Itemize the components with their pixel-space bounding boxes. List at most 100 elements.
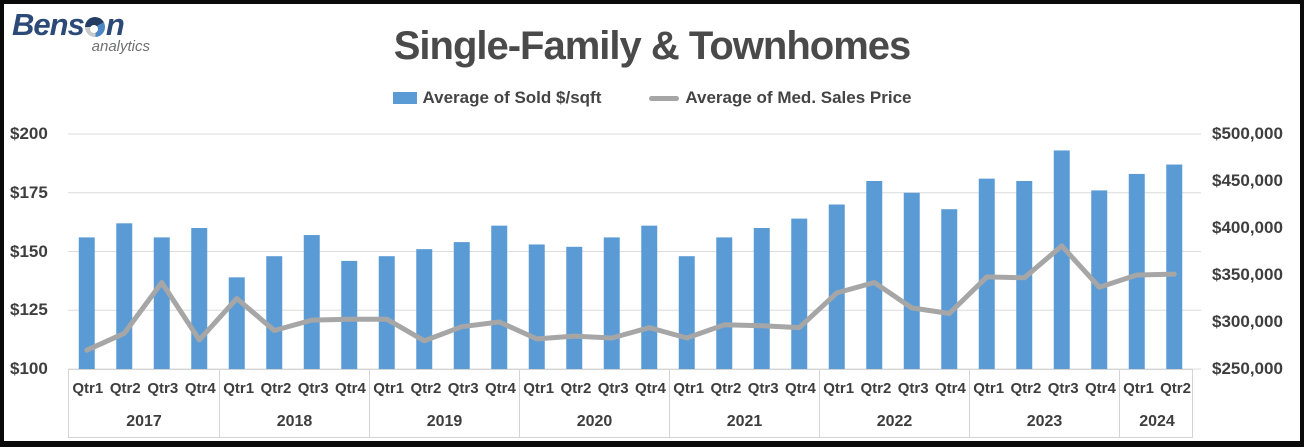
quarter-row: Qtr1 Qtr2: [1120, 370, 1194, 407]
bar-2017-Qtr2: [116, 223, 133, 369]
bar-2020-Qtr1: [528, 244, 545, 369]
bar-2022-Qtr1: [828, 204, 845, 369]
x-axis-quarter-label: Qtr4: [334, 380, 366, 398]
right-axis-label: $400,000: [1212, 218, 1283, 237]
bar-2024-Qtr1: [1128, 173, 1145, 369]
quarter-row: Qtr1 Qtr2 Qtr3 Qtr4: [820, 370, 969, 407]
x-axis-quarter-label: Qtr2: [710, 380, 742, 398]
x-axis-quarter-label: Qtr1: [223, 380, 255, 398]
x-axis-quarter-label: Qtr2: [109, 380, 141, 398]
x-axis-year-group: Qtr1 Qtr2 Qtr3 Qtr4 2017: [69, 370, 219, 437]
left-axis-label: $200: [10, 124, 48, 143]
bar-2020-Qtr3: [603, 237, 620, 369]
bar-2018-Qtr3: [303, 235, 320, 369]
legend-item-med-sales-price: Average of Med. Sales Price: [649, 88, 912, 108]
bar-2019-Qtr4: [491, 225, 508, 369]
plot-area: [68, 133, 1201, 370]
legend: Average of Sold $/sqft Average of Med. S…: [4, 88, 1300, 108]
brand-text-prefix: Bens: [12, 7, 85, 42]
pie-chart-icon: [84, 17, 105, 37]
legend-line-swatch: [649, 95, 680, 101]
left-axis-label: $100: [10, 359, 48, 378]
bar-2020-Qtr2: [566, 246, 583, 369]
x-axis-year-group: Qtr1 Qtr2 2024: [1119, 370, 1194, 437]
x-axis-quarter-label: Qtr2: [560, 380, 592, 398]
bar-2023-Qtr3: [1053, 150, 1070, 369]
quarter-row: Qtr1 Qtr2 Qtr3 Qtr4: [220, 370, 369, 407]
x-axis-quarter-label: Qtr1: [373, 380, 405, 398]
left-axis-label: $150: [10, 241, 48, 261]
x-axis-quarter-label: Qtr1: [673, 380, 705, 398]
combo-chart: $100 $125 $150 $175 $200 $250,000 $300,000 $35…: [4, 4, 1300, 441]
x-axis-quarter-label: Qtr2: [410, 380, 442, 398]
bar-2023-Qtr1: [978, 178, 995, 369]
left-axis-label: $125: [10, 300, 48, 320]
legend-label: Average of Sold $/sqft: [422, 88, 602, 107]
bar-2017-Qtr3: [153, 237, 170, 369]
x-axis-quarter-label: Qtr2: [260, 380, 292, 398]
bar-2019-Qtr2: [416, 249, 433, 369]
x-axis-year-label: 2022: [876, 413, 913, 431]
left-axis-label: $175: [10, 182, 48, 202]
x-axis-year-label: 2019: [426, 413, 463, 431]
x-axis-year-label: 2024: [1139, 413, 1175, 431]
x-axis-year-label: 2023: [1026, 413, 1063, 431]
x-axis-quarter-label: Qtr4: [784, 380, 816, 398]
med-sales-price-line: [84, 243, 1177, 353]
brand-text-suffix: n: [105, 7, 125, 42]
x-axis-quarter-label: Qtr4: [634, 380, 666, 398]
bar-2021-Qtr1: [678, 256, 695, 369]
x-axis-quarter-label: Qtr3: [447, 380, 479, 398]
bar-2017-Qtr1: [78, 237, 95, 369]
x-axis-year-group: Qtr1 Qtr2 Qtr3 Qtr4 2019: [369, 370, 519, 437]
right-axis-label: $250,000: [1212, 359, 1283, 378]
bar-2022-Qtr3: [903, 192, 920, 369]
right-axis-label: $500,000: [1212, 124, 1283, 143]
x-axis-quarter-label: Qtr4: [1084, 380, 1116, 398]
legend-label: Average of Med. Sales Price: [685, 88, 912, 107]
bar-2018-Qtr4: [341, 260, 358, 369]
x-axis-year-label: 2018: [276, 413, 313, 431]
bar-2017-Qtr4: [191, 228, 208, 369]
x-axis-quarter-label: Qtr4: [934, 380, 966, 398]
brand-wordmark: Bens n: [12, 9, 152, 40]
x-axis-quarter-label: Qtr3: [897, 380, 929, 398]
x-axis-year-label: 2020: [576, 413, 613, 431]
bar-2020-Qtr4: [641, 225, 658, 369]
x-axis-quarter-label: Qtr2: [860, 380, 892, 398]
quarter-row: Qtr1 Qtr2 Qtr3 Qtr4: [69, 370, 219, 407]
x-axis-quarter-label: Qtr1: [973, 380, 1005, 398]
quarter-row: Qtr1 Qtr2 Qtr3 Qtr4: [370, 370, 519, 407]
quarter-row: Qtr1 Qtr2 Qtr3 Qtr4: [970, 370, 1119, 407]
right-axis-label: $300,000: [1212, 312, 1283, 331]
x-axis-quarter-label: Qtr4: [184, 380, 216, 398]
x-axis-year-label: 2021: [726, 413, 763, 431]
x-axis-year-group: Qtr1 Qtr2 Qtr3 Qtr4 2021: [669, 370, 819, 437]
x-axis-quarter-label: Qtr1: [1123, 380, 1154, 398]
x-axis-year-group: Qtr1 Qtr2 Qtr3 Qtr4 2022: [819, 370, 969, 437]
x-axis-quarter-label: Qtr1: [523, 380, 555, 398]
x-axis-quarter-label: Qtr2: [1010, 380, 1042, 398]
bar-2024-Qtr2: [1166, 164, 1183, 369]
chart-title: Single-Family & Townhomes: [393, 24, 912, 68]
x-axis-quarter-label: Qtr3: [597, 380, 629, 398]
bar-2019-Qtr1: [378, 256, 395, 369]
x-axis-year-group: Qtr1 Qtr2 Qtr3 Qtr4 2023: [969, 370, 1119, 437]
legend-item-sold-sqft: Average of Sold $/sqft: [392, 88, 602, 108]
x-axis-quarter-label: Qtr1: [823, 380, 855, 398]
bar-2021-Qtr3: [753, 228, 770, 369]
x-axis-quarter-label: Qtr4: [484, 380, 516, 398]
brand-tagline: analytics: [91, 38, 150, 55]
x-axis-quarter-label: Qtr1: [72, 380, 104, 398]
x-axis-quarter-label: Qtr3: [1047, 380, 1079, 398]
bar-2023-Qtr4: [1091, 190, 1108, 369]
x-axis-table: Qtr1 Qtr2 Qtr3 Qtr4 2017 Qtr1 Qtr2 Qtr3 Qtr4 2018…: [68, 369, 1193, 438]
right-axis-label: $450,000: [1212, 171, 1283, 190]
bar-2022-Qtr2: [866, 181, 883, 369]
x-axis-year-group: Qtr1 Qtr2 Qtr3 Qtr4 2020: [519, 370, 669, 437]
bar-2021-Qtr4: [791, 218, 808, 369]
bar-2021-Qtr2: [716, 237, 733, 369]
x-axis-quarter-label: Qtr3: [147, 380, 179, 398]
x-axis-quarter-label: Qtr2: [1160, 380, 1191, 398]
